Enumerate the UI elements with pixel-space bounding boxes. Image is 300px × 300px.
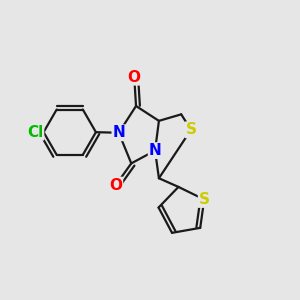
- Text: S: S: [185, 122, 197, 137]
- Text: Cl: Cl: [27, 125, 44, 140]
- Text: N: N: [112, 125, 125, 140]
- Text: O: O: [128, 70, 141, 85]
- Text: N: N: [149, 143, 161, 158]
- Text: O: O: [109, 178, 122, 193]
- Text: S: S: [199, 192, 210, 207]
